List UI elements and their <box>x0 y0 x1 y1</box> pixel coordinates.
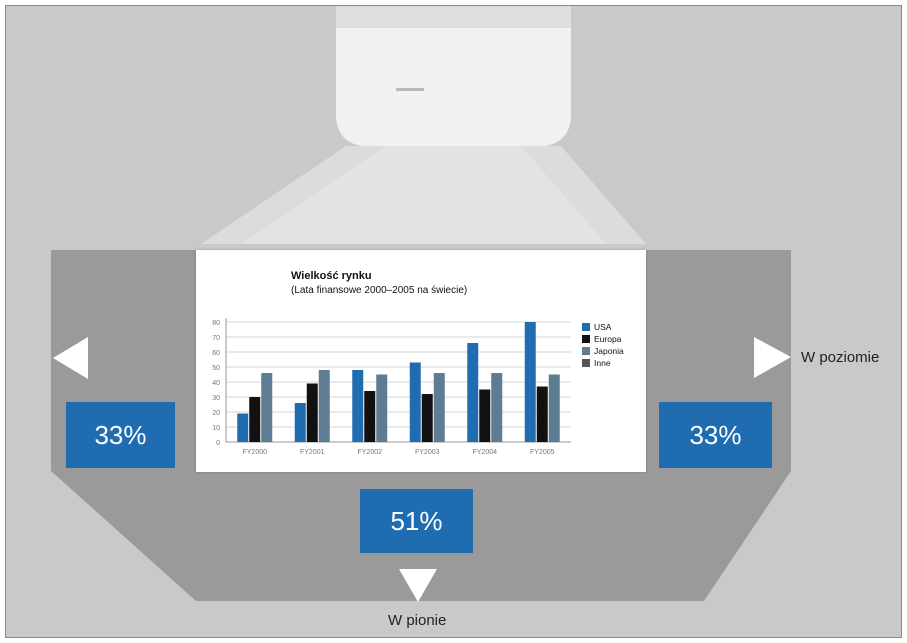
left-shift-percent: 33% <box>66 402 175 468</box>
bar-japonia-fy2001 <box>318 370 330 442</box>
bar-japonia-fy2000 <box>261 373 273 442</box>
chart-legend: USA Europa Japonia Inne <box>582 322 624 368</box>
bar-japonia-fy2004 <box>491 373 503 442</box>
y-tick-label: 50 <box>212 365 220 372</box>
chart-title: Wielkość rynku <box>291 270 372 282</box>
x-tick-label: FY2003 <box>415 449 440 456</box>
right-shift-percent: 33% <box>659 402 772 468</box>
y-tick-label: 70 <box>212 335 220 342</box>
bar-europa-fy2002 <box>364 391 376 442</box>
y-axis-ticks: 0 10 20 30 40 50 60 70 80 <box>212 320 220 447</box>
chart-bars <box>237 322 560 442</box>
legend-label: USA <box>594 322 612 332</box>
legend-label: Inne <box>594 358 611 368</box>
bar-usa-fy2002 <box>352 370 364 442</box>
chart-grid <box>225 318 571 443</box>
bar-usa-fy2005 <box>524 322 536 442</box>
y-tick-label: 20 <box>212 410 220 417</box>
x-tick-label: FY2000 <box>242 449 267 456</box>
triangle-left-icon <box>53 337 88 379</box>
x-tick-label: FY2005 <box>530 449 555 456</box>
bar-usa-fy2001 <box>294 403 306 442</box>
market-size-chart: Wielkość rynku (Lata finansowe 2000–2005… <box>212 270 624 456</box>
bar-japonia-fy2002 <box>376 374 388 442</box>
projector-icon <box>336 6 571 146</box>
legend-swatch <box>582 335 590 343</box>
x-tick-label: FY2004 <box>472 449 497 456</box>
bar-japonia-fy2005 <box>548 374 560 442</box>
bar-usa-fy2000 <box>237 413 249 442</box>
bar-europa-fy2001 <box>306 383 318 442</box>
chart-subtitle: (Lata finansowe 2000–2005 na świecie) <box>291 285 467 296</box>
y-tick-label: 30 <box>212 395 220 402</box>
legend-swatch <box>582 347 590 355</box>
bar-japonia-fy2003 <box>433 373 445 442</box>
vertical-shift-percent: 51% <box>360 489 473 553</box>
triangle-down-icon <box>399 569 437 602</box>
vertical-label: W pionie <box>388 612 447 629</box>
bar-usa-fy2003 <box>409 362 421 442</box>
y-tick-label: 80 <box>212 320 220 327</box>
bar-europa-fy2004 <box>479 389 491 442</box>
x-tick-label: FY2002 <box>357 449 382 456</box>
x-tick-label: FY2001 <box>300 449 325 456</box>
bar-europa-fy2003 <box>421 394 433 442</box>
bar-europa-fy2005 <box>536 386 548 442</box>
y-tick-label: 0 <box>216 440 220 447</box>
horizontal-label: W poziomie <box>801 349 880 366</box>
projection-beam-glow <box>241 146 606 244</box>
legend-label: Europa <box>594 334 622 344</box>
diagram-frame: 33% 33% 51% W poziomie W pionie Wielkość… <box>5 5 902 638</box>
legend-label: Japonia <box>594 346 624 356</box>
projected-screen: Wielkość rynku (Lata finansowe 2000–2005… <box>196 250 646 472</box>
bar-europa-fy2000 <box>249 397 261 442</box>
legend-swatch <box>582 323 590 331</box>
legend-swatch <box>582 359 590 367</box>
bar-usa-fy2004 <box>467 343 479 442</box>
x-axis-ticks: FY2000 FY2001 FY2002 FY2003 FY2004 FY2005 <box>242 449 554 456</box>
triangle-right-icon <box>754 337 791 378</box>
y-tick-label: 40 <box>212 380 220 387</box>
y-tick-label: 60 <box>212 350 220 357</box>
y-tick-label: 10 <box>212 425 220 432</box>
